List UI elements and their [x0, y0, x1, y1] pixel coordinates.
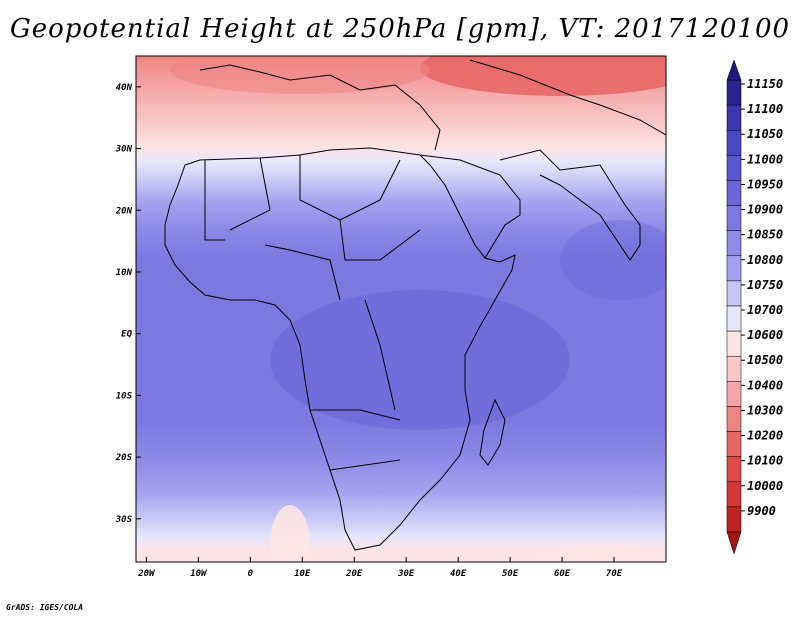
colorbar-segment	[726, 180, 742, 206]
lon-tick-label: 0	[248, 569, 254, 579]
colorbar-segment	[726, 506, 742, 533]
colorbar-segment	[726, 355, 742, 382]
colorbar-label: 10100	[747, 454, 783, 468]
lon-tick-label: 40E	[450, 569, 467, 579]
colorbar-segment	[726, 330, 742, 357]
colorbar-label: 11150	[747, 77, 783, 91]
colorbar-segment	[726, 305, 742, 332]
lon-tick-label: 60E	[554, 569, 571, 579]
lon-tick-label: 20E	[345, 569, 363, 579]
lat-tick-label: 30N	[115, 145, 133, 155]
latitude-axis: 40N 30N 20N 10N EQ 10S 20S 30S	[115, 83, 141, 525]
colorbar-label: 10900	[747, 203, 783, 217]
credit-label: GrADS: IGES/COLA	[6, 603, 84, 612]
colorbar-label: 10400	[747, 378, 783, 392]
colorbar-segment	[726, 230, 742, 257]
height-field	[136, 56, 666, 562]
colorbar-label: 11050	[747, 127, 783, 141]
colorbar-label: 10950	[747, 177, 783, 191]
lat-tick-label: 10S	[116, 391, 133, 401]
colorbar-label: 11100	[747, 102, 783, 116]
colorbar-segment	[726, 481, 742, 508]
colorbar-label: 11000	[747, 152, 783, 166]
colorbar-segment	[726, 280, 742, 307]
colorbar-label: 10600	[747, 328, 783, 342]
plot-frame	[135, 55, 667, 563]
colorbar-extend-bottom	[726, 531, 742, 555]
colorbar-segment	[726, 155, 742, 181]
lon-tick-label: 50E	[502, 569, 519, 579]
colorbar-label: 10000	[747, 479, 783, 493]
lat-tick-label: 20S	[115, 453, 133, 463]
lat-tick-label: 30S	[115, 515, 133, 525]
colorbar-label: 10750	[747, 278, 783, 292]
lon-tick-label: 20W	[137, 569, 156, 579]
lon-tick-label: 10W	[190, 569, 208, 579]
colorbar-label: 9900	[747, 504, 776, 518]
colorbar-segment	[726, 381, 742, 407]
colorbar-segment	[726, 79, 742, 106]
colorbar: 11150 11100 11050 11000 10950 10900 10850 10800…	[726, 59, 783, 555]
colorbar-label: 10300	[747, 403, 783, 417]
colorbar-label: 10200	[747, 429, 783, 443]
map-title: Geopotential Height at 250hPa [gpm], VT:…	[9, 14, 791, 44]
lat-tick-label: 10N	[116, 268, 133, 278]
colorbar-segment	[726, 456, 742, 483]
colorbar-segment	[726, 431, 742, 457]
lat-tick-label: EQ	[121, 330, 132, 340]
lat-tick-label: 40N	[116, 83, 133, 93]
colorbar-label: 10700	[747, 303, 783, 317]
colorbar-segment	[726, 129, 742, 156]
colorbar-segment	[726, 205, 742, 231]
colorbar-segment	[726, 255, 742, 282]
colorbar-label: 10500	[747, 353, 783, 367]
colorbar-label: 10850	[747, 228, 783, 242]
longitude-axis: 20W 10W 0 10E 20E 30E 40E 50E 60E 70E	[137, 557, 623, 579]
lon-tick-label: 30E	[397, 569, 415, 579]
colorbar-extend-top	[726, 59, 742, 81]
colorbar-label: 10800	[747, 253, 783, 267]
colorbar-segment	[726, 104, 742, 131]
coastlines	[164, 59, 666, 551]
lon-tick-label: 10E	[294, 569, 311, 579]
colorbar-segment	[726, 406, 742, 432]
lon-tick-label: 70E	[606, 569, 623, 579]
lat-tick-label: 20N	[115, 206, 133, 216]
